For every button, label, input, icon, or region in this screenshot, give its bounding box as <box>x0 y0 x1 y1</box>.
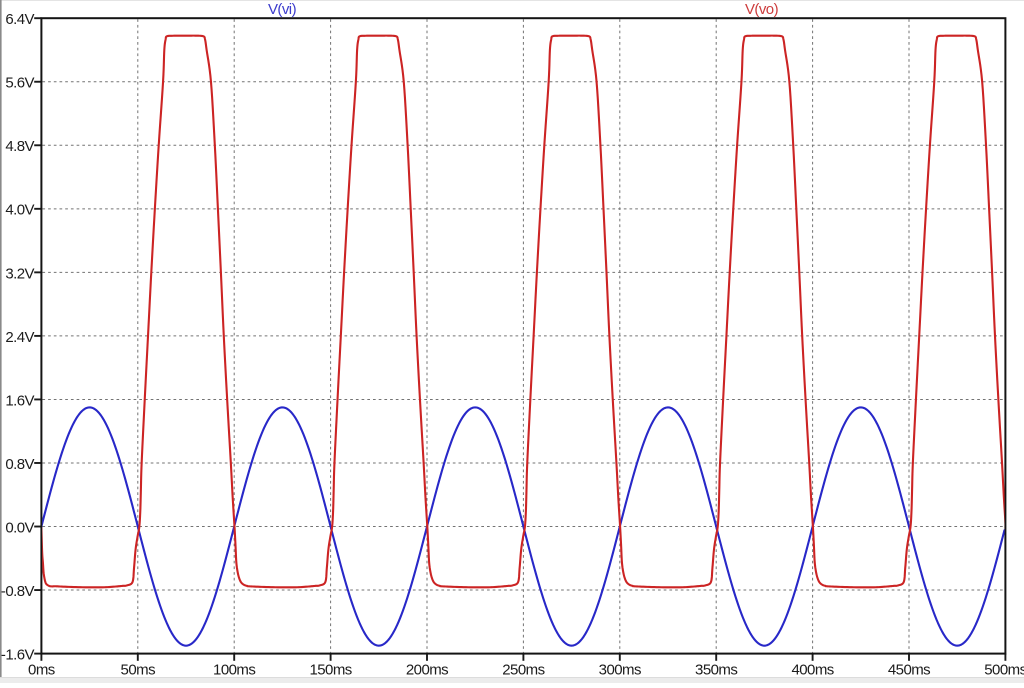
svg-text:300ms: 300ms <box>599 662 641 679</box>
svg-text:1.6V: 1.6V <box>5 392 34 409</box>
svg-text:4.0V: 4.0V <box>5 202 34 219</box>
svg-text:3.2V: 3.2V <box>5 265 34 282</box>
svg-text:500ms: 500ms <box>984 662 1024 679</box>
svg-text:0ms: 0ms <box>28 662 55 679</box>
svg-text:V(vi): V(vi) <box>268 1 297 18</box>
svg-text:200ms: 200ms <box>406 662 448 679</box>
svg-text:450ms: 450ms <box>888 662 930 679</box>
svg-text:0.8V: 0.8V <box>5 456 34 473</box>
svg-text:6.4V: 6.4V <box>5 11 34 28</box>
svg-text:2.4V: 2.4V <box>5 329 34 346</box>
svg-text:400ms: 400ms <box>791 662 833 679</box>
svg-text:-1.6V: -1.6V <box>1 647 35 664</box>
svg-text:350ms: 350ms <box>695 662 737 679</box>
svg-text:5.6V: 5.6V <box>5 75 34 92</box>
svg-text:-0.8V: -0.8V <box>1 583 35 600</box>
svg-text:100ms: 100ms <box>213 662 255 679</box>
svg-text:0.0V: 0.0V <box>5 519 34 536</box>
svg-text:250ms: 250ms <box>502 662 544 679</box>
svg-text:150ms: 150ms <box>309 662 351 679</box>
svg-text:4.8V: 4.8V <box>5 138 34 155</box>
svg-text:V(vo): V(vo) <box>745 1 779 18</box>
svg-text:50ms: 50ms <box>121 662 156 679</box>
